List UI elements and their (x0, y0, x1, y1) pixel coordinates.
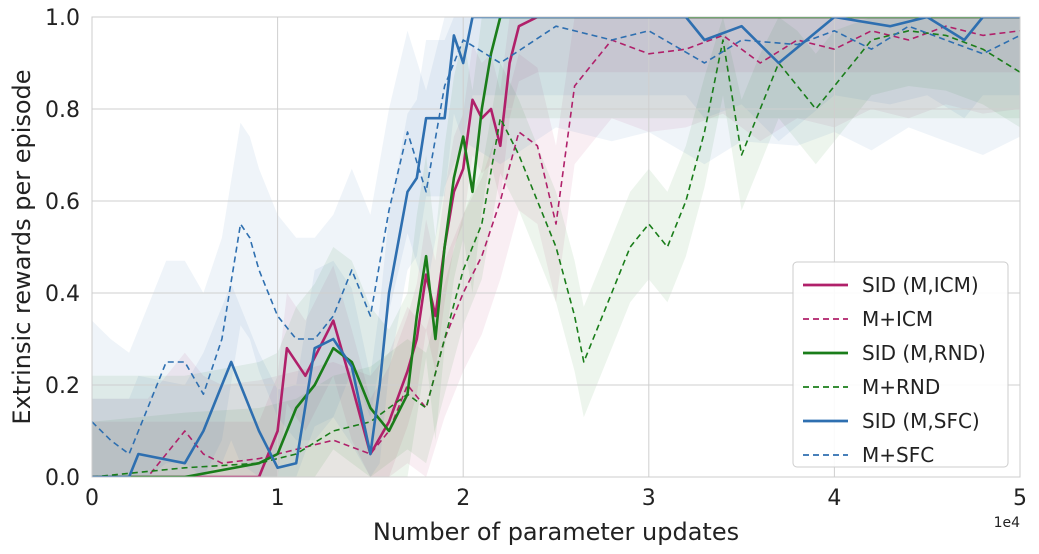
x-offset-label: 1e4 (994, 515, 1021, 531)
legend-label: M+ICM (862, 307, 933, 331)
series-line (92, 17, 1020, 477)
y-tick-label: 0.2 (45, 374, 80, 399)
legend-box (792, 261, 1009, 468)
legend-label: M+SFC (862, 443, 934, 467)
y-tick-label: 0.8 (45, 98, 80, 123)
series-line (92, 17, 1020, 477)
series-lines (92, 17, 1020, 477)
series-line (92, 17, 1020, 477)
legend-label: M+RND (862, 375, 940, 399)
x-tick-label: 1 (271, 486, 285, 511)
confidence-band (92, 17, 1020, 477)
plot-frame (91, 16, 1021, 478)
y-tick-labels: 0.0 0.2 0.4 0.6 0.8 1.0 (45, 6, 80, 491)
confidence-band (92, 17, 1020, 477)
series-line (92, 30, 1020, 477)
x-tick-label: 2 (456, 486, 470, 511)
x-tick-label: 3 (642, 486, 656, 511)
x-tick-label: 5 (1013, 486, 1027, 511)
x-tick-label: 4 (827, 486, 841, 511)
y-tick-label: 0.4 (45, 282, 80, 307)
legend-label: SID (M,SFC) (862, 409, 980, 433)
legend: SID (M,ICM) M+ICM SID (M,RND) M+RND SID (M,S… (792, 261, 1009, 468)
confidence-band (92, 17, 1020, 477)
confidence-bands (92, 17, 1020, 477)
x-tick-labels: 0 1 2 3 4 5 (85, 486, 1027, 511)
confidence-band (92, 17, 1020, 477)
y-tick-label: 1.0 (45, 6, 80, 31)
y-tick-label: 0.0 (45, 466, 80, 491)
y-tick-label: 0.6 (45, 190, 80, 215)
y-axis-label: Extrinsic rewards per episode (8, 69, 36, 424)
legend-label: SID (M,ICM) (862, 273, 979, 297)
series-line (92, 25, 1020, 455)
confidence-band (92, 17, 1020, 477)
x-axis-label: Number of parameter updates (373, 518, 739, 546)
legend-label: SID (M,RND) (862, 341, 986, 365)
confidence-band (92, 17, 1020, 477)
x-tick-label: 0 (85, 486, 99, 511)
